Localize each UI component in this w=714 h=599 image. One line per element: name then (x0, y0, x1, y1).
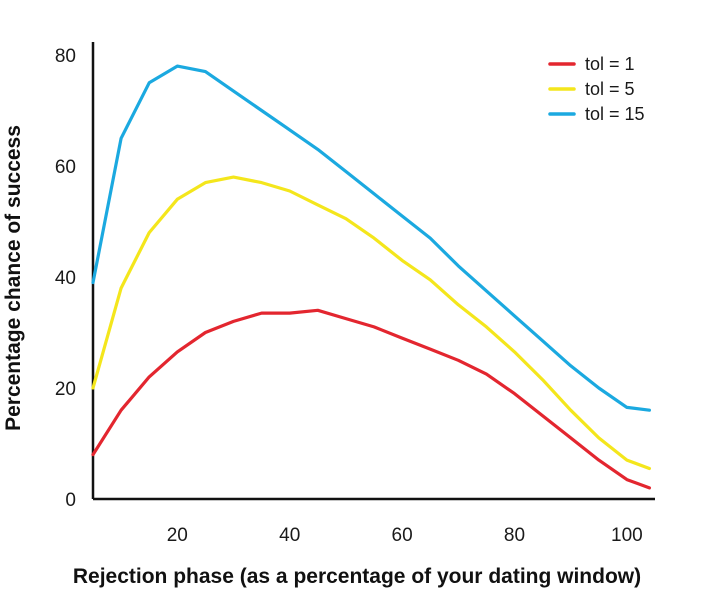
y-tick-label: 60 (55, 157, 76, 178)
legend: tol = 1 tol = 5 tol = 15 (548, 54, 645, 124)
legend-label: tol = 15 (585, 104, 645, 124)
legend-label: tol = 1 (585, 54, 635, 74)
series-line-2 (91, 175, 652, 471)
y-tick-label: 80 (55, 46, 76, 67)
y-tick-label: 20 (55, 379, 76, 400)
x-axis-title: Rejection phase (as a percentage of your… (73, 565, 641, 588)
axes (91, 42, 655, 501)
x-tick-label: 60 (392, 525, 413, 546)
x-tick-label: 40 (279, 525, 300, 546)
series-lines (91, 64, 652, 490)
x-tick-label: 20 (167, 525, 188, 546)
x-tick-label: 100 (611, 525, 643, 546)
series-line-3 (91, 64, 652, 412)
legend-label: tol = 5 (585, 79, 635, 99)
x-tick-label: 80 (504, 525, 525, 546)
y-tick-label: 40 (55, 268, 76, 289)
series-line-1 (91, 308, 652, 490)
tick-labels: 20 40 60 80 100 0 20 40 60 80 (55, 46, 643, 546)
y-axis-title: Percentage chance of success (2, 125, 25, 431)
y-tick-label: 0 (65, 490, 76, 511)
